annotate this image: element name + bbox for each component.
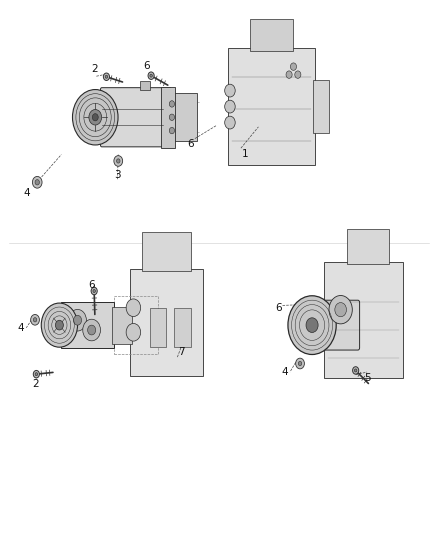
Circle shape xyxy=(290,63,297,70)
Text: 4: 4 xyxy=(18,323,25,333)
Circle shape xyxy=(225,100,235,113)
FancyBboxPatch shape xyxy=(306,300,360,350)
Circle shape xyxy=(296,358,304,369)
Circle shape xyxy=(55,320,64,330)
Bar xyxy=(250,19,293,51)
Circle shape xyxy=(150,74,152,77)
Bar xyxy=(142,232,191,271)
Circle shape xyxy=(88,325,95,335)
Circle shape xyxy=(41,303,78,347)
Circle shape xyxy=(286,71,292,78)
Bar xyxy=(228,48,315,165)
Bar xyxy=(150,308,166,347)
Text: 6: 6 xyxy=(88,280,95,289)
Circle shape xyxy=(126,324,141,341)
Text: 2: 2 xyxy=(91,64,98,74)
Bar xyxy=(130,269,203,376)
Circle shape xyxy=(288,296,336,354)
Circle shape xyxy=(170,114,174,120)
Text: 7: 7 xyxy=(178,347,185,357)
Text: 4: 4 xyxy=(281,367,288,377)
Circle shape xyxy=(148,72,154,79)
Bar xyxy=(114,296,158,354)
Circle shape xyxy=(225,116,235,129)
Text: 4: 4 xyxy=(24,188,31,198)
Text: 6: 6 xyxy=(143,61,150,71)
Circle shape xyxy=(33,370,39,378)
Circle shape xyxy=(295,71,301,78)
Circle shape xyxy=(225,84,235,97)
Circle shape xyxy=(298,361,302,366)
Text: 5: 5 xyxy=(364,374,371,383)
Bar xyxy=(347,229,389,264)
Circle shape xyxy=(335,303,346,317)
Text: 2: 2 xyxy=(32,379,39,389)
Bar xyxy=(306,298,316,352)
Bar xyxy=(174,308,191,347)
Circle shape xyxy=(170,127,174,134)
Bar xyxy=(162,93,197,141)
Circle shape xyxy=(33,318,37,322)
Circle shape xyxy=(329,295,352,324)
Circle shape xyxy=(103,73,110,80)
Bar xyxy=(161,86,175,148)
Circle shape xyxy=(72,90,118,145)
Circle shape xyxy=(93,289,95,293)
Circle shape xyxy=(32,176,42,188)
Bar xyxy=(140,80,150,90)
Circle shape xyxy=(69,310,86,331)
FancyBboxPatch shape xyxy=(100,87,171,147)
Circle shape xyxy=(92,114,98,121)
Text: 6: 6 xyxy=(187,139,194,149)
Circle shape xyxy=(83,319,100,341)
Bar xyxy=(112,307,132,344)
Bar xyxy=(313,80,328,133)
Circle shape xyxy=(105,75,108,78)
Circle shape xyxy=(35,373,38,376)
Text: 1: 1 xyxy=(242,149,249,158)
Circle shape xyxy=(74,316,81,325)
Bar xyxy=(324,262,403,378)
Circle shape xyxy=(35,180,39,185)
Circle shape xyxy=(89,109,102,125)
Circle shape xyxy=(170,101,174,107)
Bar xyxy=(61,302,114,349)
Circle shape xyxy=(306,318,318,333)
Circle shape xyxy=(114,156,123,166)
Circle shape xyxy=(91,287,97,295)
Circle shape xyxy=(126,299,141,317)
Circle shape xyxy=(117,159,120,163)
Text: 6: 6 xyxy=(275,303,282,313)
Circle shape xyxy=(353,367,359,374)
Text: 3: 3 xyxy=(114,170,121,180)
Circle shape xyxy=(354,369,357,372)
Circle shape xyxy=(31,314,39,325)
